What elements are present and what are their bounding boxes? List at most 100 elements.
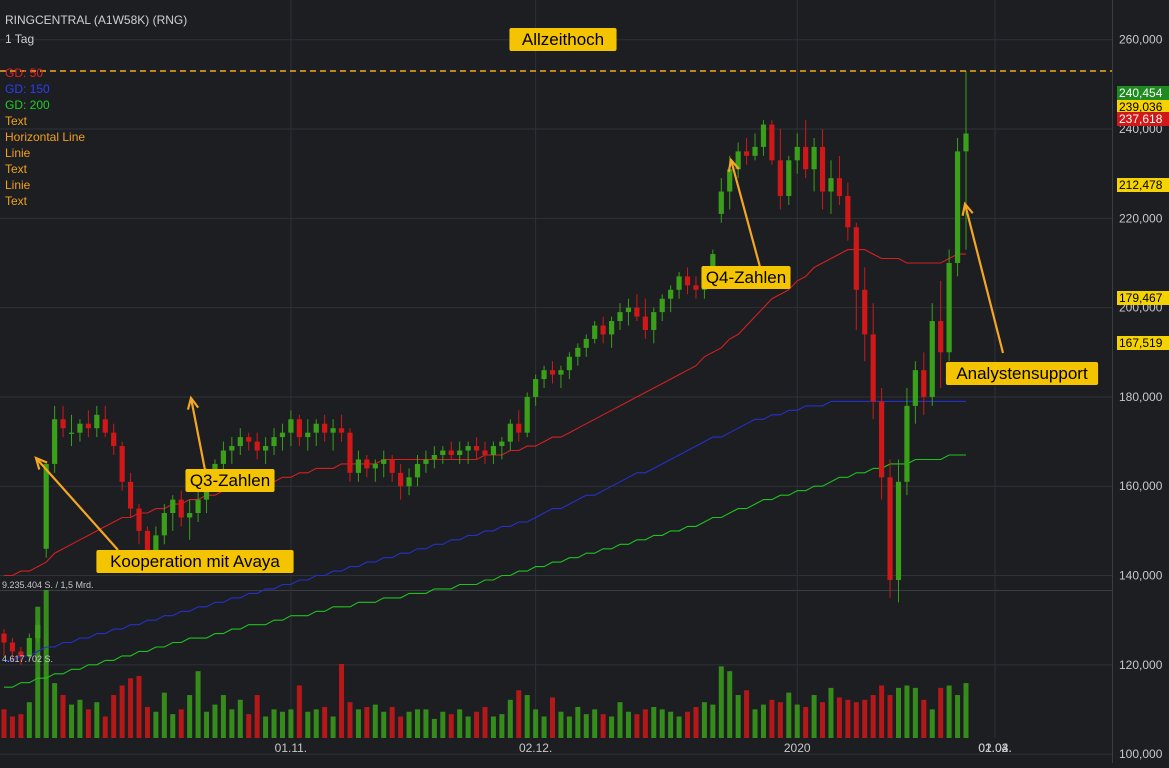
candle-body bbox=[887, 477, 893, 581]
volume-bar bbox=[828, 687, 834, 738]
candle-body bbox=[431, 454, 437, 460]
volume-bar bbox=[406, 711, 412, 738]
candle-body bbox=[330, 428, 336, 433]
candle bbox=[954, 137, 961, 277]
annotation-arrowhead bbox=[961, 201, 974, 216]
candle-body bbox=[288, 419, 294, 433]
price-tag-bg bbox=[1117, 100, 1169, 114]
annotation-label: Analystensupport bbox=[956, 364, 1088, 383]
candlesticks bbox=[1, 71, 969, 665]
annotation-label: Allzeithoch bbox=[522, 30, 604, 49]
candle-body bbox=[9, 642, 16, 652]
volume-bar bbox=[524, 695, 530, 738]
candle bbox=[490, 441, 497, 464]
volume-bar bbox=[271, 709, 277, 738]
candle-body bbox=[77, 423, 83, 433]
candle-body bbox=[313, 423, 319, 433]
y-tick-label: 220,000 bbox=[1119, 211, 1163, 225]
x-tick-label: 02.12. bbox=[519, 741, 552, 755]
x-tick-label: 01.04. bbox=[978, 741, 1011, 755]
candle-body bbox=[440, 450, 446, 455]
candle-body bbox=[364, 459, 370, 469]
candle bbox=[431, 446, 437, 469]
candle-body bbox=[161, 513, 167, 536]
candle-body bbox=[895, 481, 902, 581]
candle-body bbox=[566, 356, 572, 371]
candle bbox=[102, 405, 108, 438]
volume-bar bbox=[9, 716, 15, 738]
volume-bar bbox=[355, 709, 361, 738]
price-tag: 239,036 bbox=[1117, 100, 1169, 114]
candle bbox=[406, 468, 412, 496]
candle-body bbox=[136, 508, 142, 531]
candle-body bbox=[195, 499, 201, 514]
volume-bar bbox=[929, 709, 935, 738]
candle-body bbox=[507, 423, 513, 442]
volume-bar bbox=[811, 695, 817, 738]
candle bbox=[94, 405, 100, 438]
candle bbox=[676, 271, 682, 299]
candle bbox=[845, 182, 851, 241]
candle-body bbox=[26, 638, 32, 656]
candle-body bbox=[853, 227, 859, 290]
candle-body bbox=[499, 441, 505, 447]
volume-max-label: 9.235.404 S. / 1,5 Mrd. bbox=[2, 580, 94, 590]
volume-bar bbox=[550, 697, 556, 738]
volume-bar bbox=[389, 706, 395, 738]
y-tick-label: 120,000 bbox=[1119, 658, 1163, 672]
volume-bar bbox=[229, 709, 235, 738]
candle-body bbox=[254, 441, 260, 451]
volume-bar bbox=[820, 702, 826, 738]
candle bbox=[187, 499, 193, 540]
volume-bar bbox=[718, 666, 724, 738]
candle-body bbox=[406, 477, 412, 487]
volume-bar bbox=[26, 702, 32, 738]
candle-body bbox=[237, 437, 243, 447]
volume-bar bbox=[381, 711, 387, 738]
candle bbox=[246, 432, 252, 451]
candle bbox=[127, 472, 134, 518]
volume-bar bbox=[296, 685, 302, 738]
volume-bar bbox=[710, 704, 716, 738]
candle bbox=[254, 432, 260, 460]
annotation-arrowhead bbox=[34, 456, 48, 470]
x-tick-label: 01.11. bbox=[275, 741, 307, 755]
volume-bar bbox=[879, 685, 885, 738]
candle bbox=[1, 629, 7, 656]
candle bbox=[85, 410, 91, 438]
volume-bar bbox=[212, 704, 218, 738]
volume-bar bbox=[288, 709, 294, 738]
candle bbox=[364, 454, 370, 478]
volume-bar bbox=[499, 714, 505, 738]
candle-body bbox=[929, 321, 935, 397]
x-tick-label: 01.03. bbox=[978, 741, 1011, 755]
candle-body bbox=[457, 450, 463, 455]
candle bbox=[465, 441, 471, 464]
price-tag-bg bbox=[1117, 86, 1169, 100]
candle bbox=[879, 388, 885, 500]
volume-bar bbox=[600, 714, 606, 738]
candle-body bbox=[684, 276, 691, 286]
candle bbox=[18, 646, 24, 665]
candle bbox=[524, 392, 530, 438]
candle bbox=[904, 388, 910, 496]
candle bbox=[668, 285, 674, 313]
volume-bar bbox=[474, 711, 480, 738]
price-tag-label: 167,519 bbox=[1119, 336, 1163, 350]
volume-bar bbox=[347, 702, 353, 738]
candle bbox=[313, 419, 319, 447]
annotation-arrow bbox=[963, 203, 1005, 354]
candle bbox=[355, 450, 362, 482]
volume-bar bbox=[254, 695, 260, 738]
legend-item: GD: 50 bbox=[5, 66, 43, 80]
volume-bar bbox=[786, 692, 792, 738]
volume-bar bbox=[558, 711, 564, 738]
legend-item: GD: 150 bbox=[5, 82, 50, 96]
annotation-arrow bbox=[729, 159, 762, 268]
legend-item: Text bbox=[5, 194, 28, 208]
candle-body bbox=[668, 289, 674, 299]
annotation-arrow bbox=[35, 457, 119, 551]
candle-body bbox=[676, 276, 682, 290]
